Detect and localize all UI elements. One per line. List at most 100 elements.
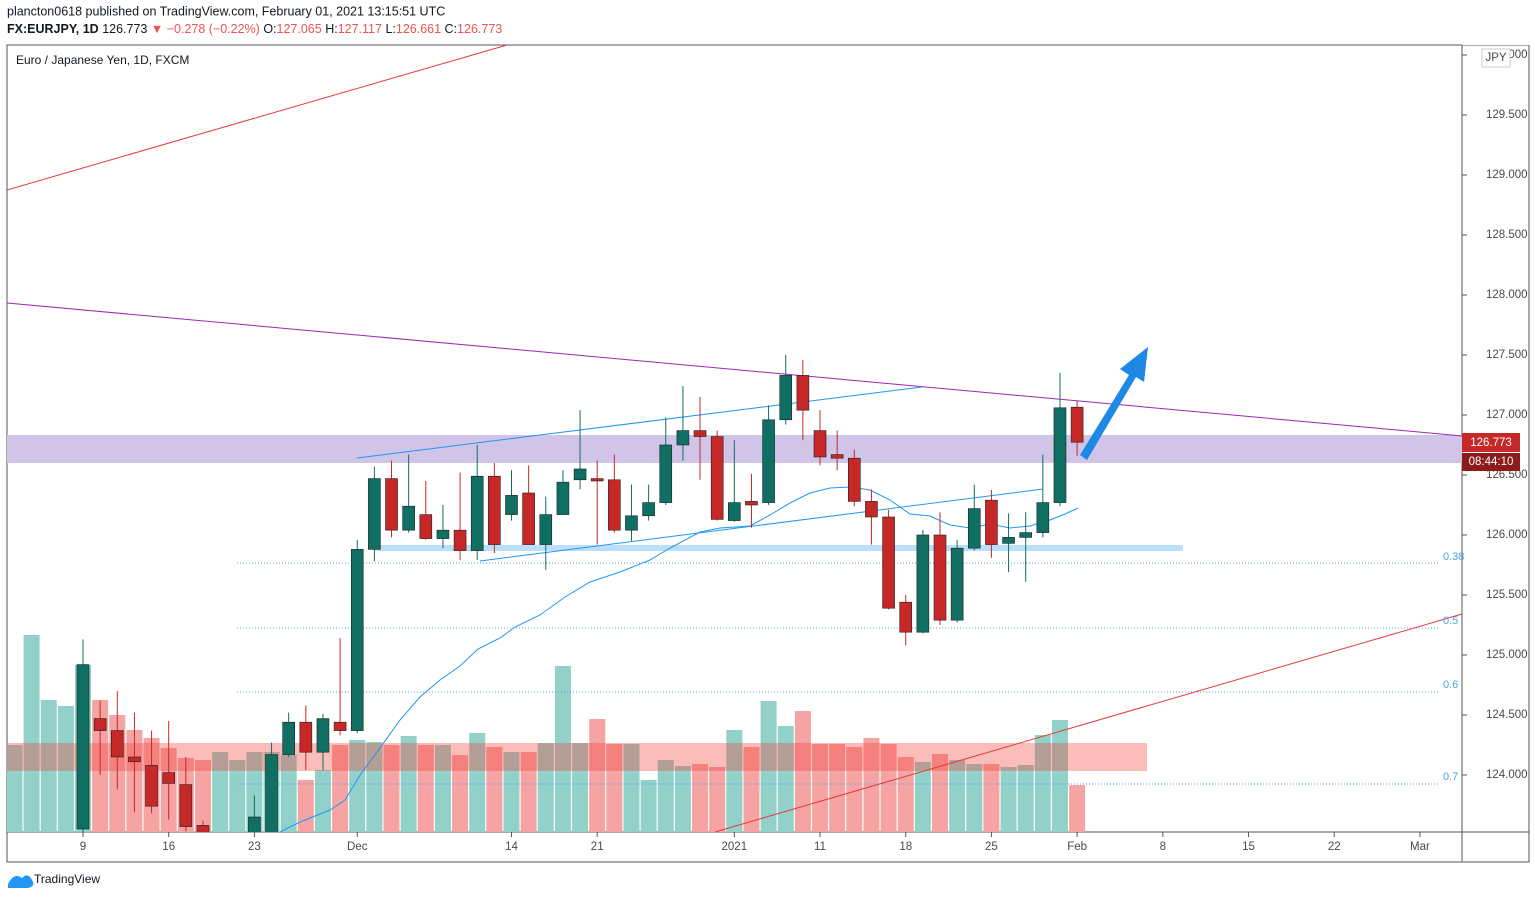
arrow — [1080, 347, 1148, 460]
candle-body — [385, 478, 398, 531]
volume-bar — [812, 744, 829, 832]
y-tick-label: 127.000 — [1486, 409, 1528, 421]
legend-title: Euro / Japanese Yen, 1D, FXCM — [16, 53, 189, 67]
candle-body — [573, 468, 587, 481]
volume-zone — [7, 743, 1147, 771]
candle-body — [299, 721, 313, 753]
volume-bar — [1051, 720, 1068, 832]
x-tick-label: 2021 — [722, 841, 748, 853]
candle-body — [916, 534, 930, 633]
candle-body — [505, 495, 518, 515]
volume-bar — [829, 744, 846, 832]
candle-body — [145, 765, 158, 807]
x-tick-label: 9 — [80, 841, 86, 853]
volume-bar — [657, 760, 674, 832]
x-tick-label: 25 — [985, 841, 998, 853]
volume-bar — [332, 745, 349, 832]
channel-line — [356, 386, 923, 459]
candle-body — [368, 478, 381, 550]
candle-body — [1019, 532, 1033, 538]
price: 126.773 — [102, 22, 147, 36]
volume-bar — [434, 745, 451, 832]
logo — [8, 875, 34, 888]
x-tick-label: 21 — [591, 841, 604, 853]
y-tick-label: 126.500 — [1486, 469, 1528, 481]
volume-bar — [589, 719, 606, 832]
candle-body — [470, 475, 484, 551]
candle-body — [676, 430, 690, 446]
volume-bar — [692, 764, 709, 832]
ohlc-value: 126.661 — [396, 22, 441, 36]
volume-bar — [194, 760, 211, 832]
volume-bar — [640, 780, 657, 832]
price-badge-text: 126.773 — [1470, 437, 1512, 449]
volume-bar — [743, 747, 760, 832]
candle-body — [539, 514, 553, 545]
y-tick-label: 129.000 — [1486, 169, 1528, 181]
candle-body — [710, 436, 724, 520]
axis-cover — [1462, 0, 1535, 45]
candle-body — [333, 721, 347, 731]
volume-bar — [572, 743, 589, 832]
volume-bar — [726, 730, 743, 832]
volume-bar — [880, 744, 897, 832]
volume-bar — [537, 743, 554, 832]
published-line: plancton0618 published on TradingView.co… — [7, 4, 445, 18]
x-tick-label: 8 — [1160, 841, 1166, 853]
volume-bar — [760, 701, 777, 832]
volume-bar — [417, 745, 434, 832]
trend-line — [714, 613, 1462, 832]
candle-body — [1002, 537, 1015, 544]
volume-bar — [1034, 735, 1051, 832]
volume-bar — [212, 752, 229, 832]
ohlc-value: 126.773 — [457, 22, 502, 36]
candle-body — [76, 664, 90, 830]
candle-body — [522, 492, 535, 545]
volume-bar — [932, 754, 948, 832]
candle-body — [1070, 406, 1084, 443]
candle-body — [453, 529, 467, 551]
volume-bar — [314, 770, 331, 832]
channel-line — [479, 488, 1044, 562]
trend-line — [7, 302, 1462, 437]
candle-body — [488, 475, 501, 545]
volume-bar — [777, 726, 794, 832]
candle-body — [933, 534, 947, 621]
volume-bar — [349, 740, 366, 832]
x-tick-label: 18 — [899, 841, 912, 853]
volume-bar — [709, 767, 726, 832]
support-zone — [374, 545, 1183, 551]
y-tick-label: 129.500 — [1486, 109, 1528, 121]
candle-body — [93, 718, 107, 731]
candle-body — [830, 454, 844, 459]
volume-bar — [383, 745, 400, 832]
x-tick-label: 15 — [1242, 841, 1255, 853]
volume-bar — [914, 762, 931, 832]
candle-body — [762, 419, 775, 503]
volume-bar — [863, 738, 880, 832]
y-tick-label: 125.000 — [1486, 649, 1528, 661]
candle-body — [419, 514, 433, 539]
volume-bar — [606, 744, 623, 832]
y-tick-label: 124.500 — [1486, 709, 1528, 721]
ohlc-value: 127.117 — [338, 22, 382, 36]
candle-body — [608, 479, 621, 531]
candle-body — [728, 502, 741, 521]
ohlc-line: FX:EURJPY, 1D 126.773 ▼ −0.278 (−0.22%) … — [7, 22, 502, 36]
volume-bar — [1000, 767, 1017, 832]
candle-body — [436, 529, 450, 539]
candle-body — [847, 457, 861, 502]
candle-body — [1053, 407, 1067, 503]
candle-body — [590, 478, 604, 482]
volume-bar — [674, 766, 691, 832]
y-tick-label: 124.000 — [1486, 769, 1528, 781]
candle-body — [625, 515, 638, 531]
currency-badge — [1481, 48, 1511, 68]
candle-body — [402, 505, 415, 531]
change: ▼ −0.278 (−0.22%) — [151, 22, 260, 36]
volume-bar — [366, 742, 383, 832]
candle-body — [882, 516, 895, 609]
volume-bar — [246, 752, 263, 832]
volume-bar — [23, 635, 40, 832]
ohlc-label: C: — [445, 22, 458, 36]
